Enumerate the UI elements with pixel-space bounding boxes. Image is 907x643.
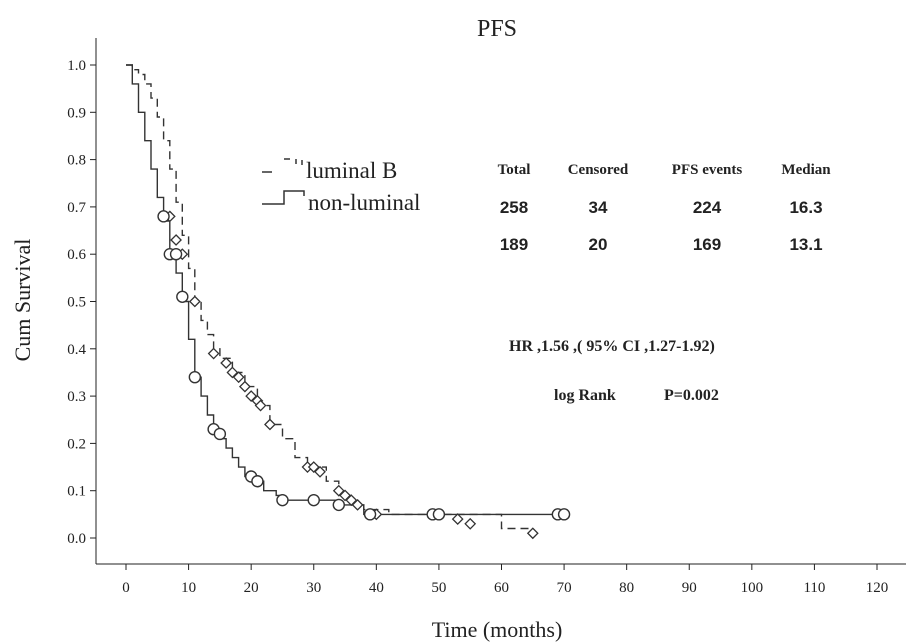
censor-mark-luminal-b (220, 357, 233, 369)
table-header-total: Total (498, 162, 531, 178)
table-cell-r2-median: 13.1 (789, 235, 822, 254)
censor-mark-luminal-b (314, 465, 326, 478)
legend-label-luminal-b: luminal B (306, 158, 397, 183)
x-tick-label: 120 (866, 580, 889, 596)
y-tick-label: 0.1 (67, 484, 86, 500)
table-cell-r1-events: 224 (693, 198, 722, 217)
y-tick-label: 0.8 (67, 153, 86, 169)
table-header-median: Median (781, 162, 831, 178)
censor-mark-luminal-b (332, 484, 345, 497)
censor-mark-luminal-b (345, 494, 358, 507)
x-tick-label: 30 (306, 580, 321, 596)
censor-mark-non-luminal (557, 508, 571, 521)
x-tick-label: 20 (244, 580, 259, 596)
table-cell-r2-censored: 20 (589, 235, 608, 254)
y-tick-label: 0.6 (67, 247, 86, 263)
series-line-luminal-b (126, 64, 533, 530)
censor-mark-luminal-b (307, 461, 320, 473)
censor-mark-luminal-b (451, 513, 464, 525)
x-tick-label: 50 (431, 580, 446, 596)
table-header-pfs-events: PFS events (672, 162, 743, 178)
y-axis-label: Cum Survival (10, 239, 35, 362)
x-tick-label: 60 (494, 580, 509, 596)
censor-mark-non-luminal (176, 290, 189, 303)
axes (95, 38, 906, 565)
y-tick-label: 0.4 (67, 342, 86, 358)
censor-mark-luminal-b (170, 234, 182, 246)
legend-label-non-luminal: non-luminal (308, 190, 420, 215)
y-tick-label: 0.9 (67, 105, 86, 121)
censor-mark-luminal-b (339, 489, 351, 502)
censor-mark-luminal-b (245, 390, 258, 403)
table-cell-r2-events: 169 (693, 235, 721, 254)
y-tick-label: 0.3 (67, 389, 86, 405)
x-tick-label: 110 (803, 580, 825, 596)
censor-mark-luminal-b (226, 366, 239, 379)
x-axis-label: Time (months) (432, 617, 563, 642)
censor-mark-luminal-b (264, 418, 276, 431)
x-tick-label: 100 (741, 580, 764, 596)
y-tick-label: 0.7 (67, 200, 86, 216)
y-tick-label: 0.2 (67, 436, 86, 452)
censor-mark-luminal-b (351, 498, 364, 511)
x-tick-label: 80 (619, 580, 634, 596)
x-tick-label: 70 (557, 580, 572, 596)
censor-mark-luminal-b (464, 517, 477, 530)
table-cell-r1-total: 258 (500, 198, 528, 217)
stats-table: Total Censored PFS events Median 258 34 … (498, 162, 832, 254)
censor-mark-luminal-b (238, 380, 251, 393)
p-value: P=0.002 (664, 387, 719, 404)
y-tick-label: 1.0 (67, 58, 86, 74)
censor-mark-non-luminal (332, 498, 345, 512)
legend-swatch-luminal-b (262, 158, 303, 173)
censor-mark-non-luminal (169, 247, 183, 261)
censor-mark-non-luminal (432, 508, 446, 521)
chart-title: PFS (477, 16, 517, 42)
y-ticks: 0.0 0.1 0.2 0.3 0.4 0.5 0.6 0.7 0.8 0.9 1.0 (67, 58, 96, 547)
censor-mark-non-luminal (276, 493, 289, 507)
series-layer (126, 64, 565, 530)
table-cell-r1-censored: 34 (589, 198, 608, 217)
x-tick-label: 40 (369, 580, 384, 596)
censor-mark-luminal-b (526, 527, 539, 540)
x-tick-label: 0 (122, 580, 130, 596)
x-tick-label: 90 (682, 580, 697, 596)
censor-mark-luminal-b (207, 347, 220, 360)
censor-mark-luminal-b (254, 399, 267, 412)
censor-mark-non-luminal (157, 210, 170, 223)
series-line-non-luminal (126, 64, 565, 516)
hazard-ratio-text: HR ,1.56 ,( 95% CI ,1.27-1.92) (509, 338, 715, 355)
censor-mark-non-luminal (188, 370, 202, 384)
censor-mark-non-luminal (307, 493, 320, 507)
x-ticks: 0 10 20 30 40 50 60 70 80 90 100 110 120 (122, 564, 888, 596)
logrank-label: log Rank (554, 387, 616, 404)
y-tick-label: 0.5 (67, 295, 86, 311)
censor-mark-non-luminal (213, 427, 227, 441)
table-cell-r2-total: 189 (500, 235, 528, 254)
censor-mark-non-luminal (363, 508, 377, 521)
table-header-censored: Censored (568, 162, 629, 178)
legend: luminal B non-luminal (262, 158, 420, 215)
y-tick-label: 0.0 (67, 531, 86, 547)
censor-mark-luminal-b (188, 295, 201, 308)
legend-swatch-non-luminal (262, 190, 305, 205)
censor-mark-non-luminal (251, 475, 264, 488)
x-tick-label: 10 (181, 580, 196, 596)
censor-layer (157, 210, 571, 540)
table-cell-r1-median: 16.3 (789, 198, 822, 217)
censor-mark-luminal-b (232, 371, 245, 384)
